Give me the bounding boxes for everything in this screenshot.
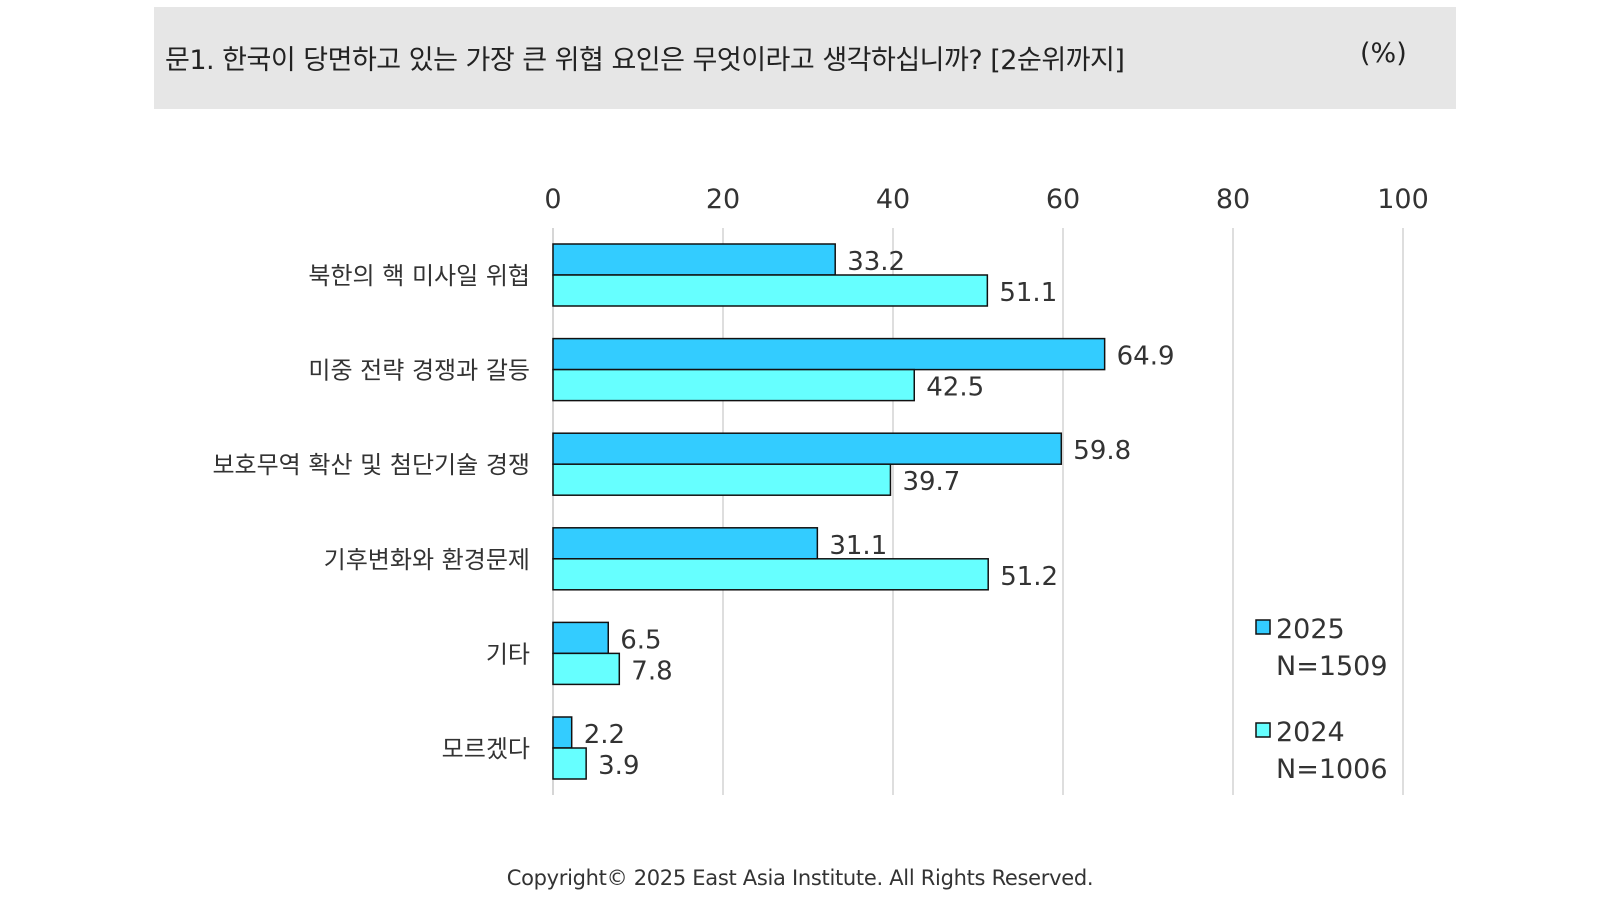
data-label: 31.1: [829, 531, 887, 561]
data-label: 51.1: [999, 278, 1057, 308]
data-label: 6.5: [620, 625, 661, 655]
category-label: 기후변화와 환경문제: [324, 546, 530, 574]
data-label: 7.8: [631, 656, 672, 686]
x-tick-label: 40: [876, 184, 910, 215]
x-tick-label: 60: [1046, 184, 1080, 215]
bar-2025: [552, 527, 819, 560]
data-label: 2.2: [584, 720, 625, 750]
category-label: 미중 전략 경쟁과 갈등: [308, 357, 530, 385]
data-label: 33.2: [847, 247, 905, 277]
data-label: 3.9: [598, 751, 639, 781]
legend-swatch: [1255, 722, 1271, 738]
category-label: 보호무역 확산 및 첨단기술 경쟁: [212, 451, 530, 479]
data-label: 64.9: [1117, 342, 1175, 372]
bar-2024: [552, 463, 892, 496]
bar-2025: [552, 621, 609, 655]
legend-swatch: [1255, 619, 1271, 635]
legend-label: 2025: [1276, 614, 1345, 645]
bar-2025: [552, 243, 836, 276]
bar-2025: [552, 432, 1063, 465]
x-tick-label: 0: [544, 184, 561, 215]
header-box: [154, 7, 1456, 109]
data-label: 51.2: [1000, 562, 1058, 592]
x-tick-label: 100: [1377, 184, 1429, 215]
x-tick-label: 80: [1216, 184, 1250, 215]
data-label: 42.5: [926, 373, 984, 403]
bar-2025: [552, 716, 573, 749]
category-label: 모르겠다: [442, 735, 530, 763]
question-title: 문1. 한국이 당면하고 있는 가장 큰 위협 요인은 무엇이라고 생각하십니까…: [165, 45, 1125, 76]
unit-label: (%): [1360, 38, 1407, 69]
data-label: 59.8: [1073, 436, 1131, 466]
bar-2024: [552, 368, 915, 402]
category-label: 북한의 핵 미사일 위협: [308, 262, 530, 290]
data-label: 39.7: [902, 467, 960, 497]
legend-sample-size: N=1509: [1276, 651, 1388, 682]
legend-sample-size: N=1006: [1276, 754, 1388, 785]
bar-2024: [552, 652, 621, 686]
category-label: 기타: [486, 640, 530, 668]
bar-2024: [552, 274, 989, 307]
bar-2024: [552, 558, 989, 591]
x-tick-label: 20: [706, 184, 740, 215]
bar-2024: [552, 747, 587, 780]
bar-2025: [552, 337, 1106, 371]
legend-label: 2024: [1276, 717, 1345, 748]
copyright-footer: Copyright© 2025 East Asia Institute. All…: [506, 866, 1094, 890]
